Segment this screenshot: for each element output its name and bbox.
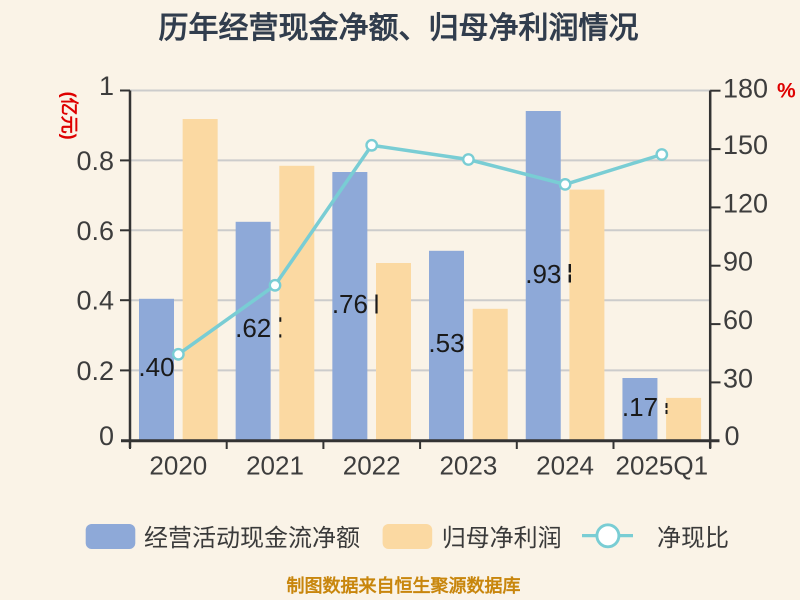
svg-text:归母净利润: 归母净利润 xyxy=(442,525,562,552)
svg-text:150: 150 xyxy=(723,130,768,160)
svg-text:.40: .40 xyxy=(138,352,174,382)
svg-text:60: 60 xyxy=(723,305,753,335)
svg-text:.93: .93 xyxy=(525,259,561,289)
svg-text:2022: 2022 xyxy=(343,451,401,481)
svg-text:2023: 2023 xyxy=(439,451,497,481)
svg-text:(亿元): (亿元) xyxy=(59,92,80,140)
svg-text:0.2: 0.2 xyxy=(76,356,114,386)
svg-text:0: 0 xyxy=(725,421,740,451)
svg-text:净现比: 净现比 xyxy=(657,525,729,552)
svg-text:1: 1 xyxy=(99,71,114,101)
svg-text:0.8: 0.8 xyxy=(76,146,114,176)
svg-text:2024: 2024 xyxy=(536,451,594,481)
svg-text:2021: 2021 xyxy=(246,451,304,481)
svg-text:2020: 2020 xyxy=(149,451,207,481)
svg-text:制图数据来自恒生聚源数据库: 制图数据来自恒生聚源数据库 xyxy=(287,575,521,596)
svg-text:.62: .62 xyxy=(235,313,271,343)
svg-text:0: 0 xyxy=(99,421,114,451)
svg-text:经营活动现金流净额: 经营活动现金流净额 xyxy=(144,525,360,552)
svg-text:0.6: 0.6 xyxy=(76,216,114,246)
svg-text:%: % xyxy=(777,80,796,103)
svg-text:历年经营现金净额、归母净利润情况: 历年经营现金净额、归母净利润情况 xyxy=(159,11,639,45)
svg-text:30: 30 xyxy=(723,363,753,393)
svg-text:120: 120 xyxy=(723,188,768,218)
svg-text:180: 180 xyxy=(723,74,768,104)
svg-text:0.4: 0.4 xyxy=(76,286,114,316)
svg-text:.53: .53 xyxy=(428,328,464,358)
svg-text:2025Q1: 2025Q1 xyxy=(616,451,709,481)
svg-text:90: 90 xyxy=(723,247,753,277)
svg-text:.76: .76 xyxy=(332,289,368,319)
svg-text:.17: .17 xyxy=(622,392,658,422)
